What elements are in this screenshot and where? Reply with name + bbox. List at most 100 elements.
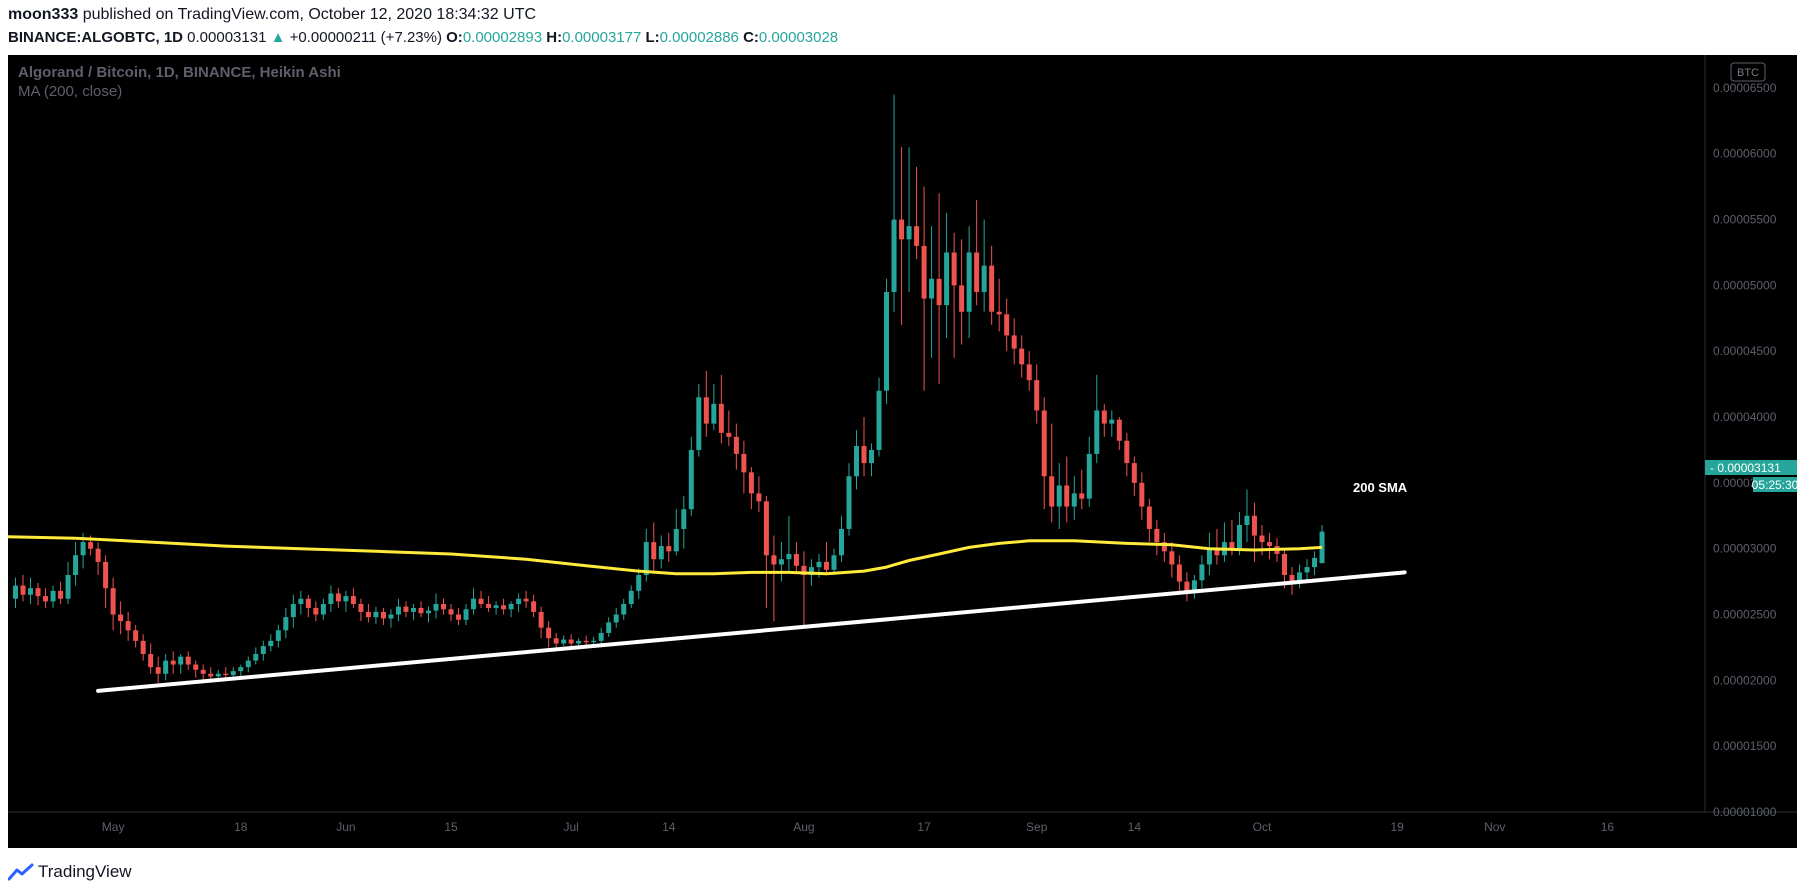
candle-body[interactable] <box>561 639 567 644</box>
candle-body[interactable] <box>1176 564 1182 582</box>
candle-body[interactable] <box>553 638 559 644</box>
candle-body[interactable] <box>621 603 627 615</box>
candle-body[interactable] <box>831 555 837 570</box>
candle-body[interactable] <box>1169 551 1175 565</box>
candle-body[interactable] <box>456 614 462 620</box>
candle-body[interactable] <box>966 252 972 312</box>
candle-body[interactable] <box>786 553 792 560</box>
candle-body[interactable] <box>118 614 124 622</box>
candle-body[interactable] <box>320 603 326 615</box>
indicator-legend[interactable]: MA (200, close) <box>18 83 122 100</box>
candle-body[interactable] <box>208 673 214 677</box>
candle-body[interactable] <box>1251 515 1257 536</box>
candle-body[interactable] <box>95 548 101 562</box>
candle-body[interactable] <box>884 291 890 391</box>
candle-body[interactable] <box>1116 419 1122 441</box>
candle-body[interactable] <box>433 603 439 611</box>
candle-body[interactable] <box>155 667 161 674</box>
candle-body[interactable] <box>951 252 957 286</box>
candle-body[interactable] <box>1131 463 1137 483</box>
candle-body[interactable] <box>1079 493 1085 499</box>
candle-body[interactable] <box>1266 542 1272 547</box>
candle-body[interactable] <box>493 605 499 608</box>
candle-body[interactable] <box>1199 564 1205 581</box>
candle-body[interactable] <box>471 598 477 610</box>
candle-body[interactable] <box>1206 548 1212 565</box>
candle-body[interactable] <box>591 640 597 643</box>
candle-body[interactable] <box>335 593 341 602</box>
candle-body[interactable] <box>58 590 64 599</box>
candle-body[interactable] <box>711 403 717 424</box>
candle-body[interactable] <box>606 622 612 633</box>
candle-body[interactable] <box>1101 410 1107 424</box>
candle-body[interactable] <box>441 603 447 610</box>
candle-body[interactable] <box>178 656 184 665</box>
candle-body[interactable] <box>1049 476 1055 507</box>
candle-body[interactable] <box>185 656 191 665</box>
candle-body[interactable] <box>418 607 424 614</box>
candle-body[interactable] <box>808 567 814 576</box>
candle-body[interactable] <box>778 559 784 565</box>
candle-body[interactable] <box>73 555 79 576</box>
candle-body[interactable] <box>508 603 514 610</box>
candle-body[interactable] <box>125 621 131 631</box>
candle-body[interactable] <box>628 590 634 604</box>
candle-body[interactable] <box>673 528 679 552</box>
candle-body[interactable] <box>944 252 950 306</box>
candle-body[interactable] <box>816 561 822 568</box>
candle-body[interactable] <box>1319 531 1325 564</box>
candle-body[interactable] <box>283 617 289 631</box>
support-trendline[interactable] <box>96 570 1407 693</box>
candle-body[interactable] <box>215 673 221 677</box>
candle-body[interactable] <box>253 654 259 661</box>
candle-body[interactable] <box>733 436 739 454</box>
candle-body[interactable] <box>1146 506 1152 529</box>
ma200-line[interactable] <box>7 535 1323 576</box>
candle-body[interactable] <box>846 476 852 529</box>
candle-body[interactable] <box>350 596 356 604</box>
candle-body[interactable] <box>230 671 236 676</box>
candle-body[interactable] <box>1236 524 1242 549</box>
candle-body[interactable] <box>486 603 492 608</box>
candle-body[interactable] <box>854 446 859 477</box>
candle-body[interactable] <box>891 219 897 292</box>
candle-body[interactable] <box>478 598 484 604</box>
candle-body[interactable] <box>838 528 844 556</box>
candle-body[interactable] <box>974 252 980 292</box>
chart-legend-title[interactable]: Algorand / Bitcoin, 1D, BINANCE, Heikin … <box>18 64 341 81</box>
candle-body[interactable] <box>1282 553 1288 576</box>
candle-body[interactable] <box>741 453 747 473</box>
candle-body[interactable] <box>823 561 829 570</box>
candle-body[interactable] <box>80 542 86 556</box>
candle-body[interactable] <box>658 546 664 560</box>
candle-body[interactable] <box>1041 410 1047 477</box>
candle-body[interactable] <box>598 632 604 641</box>
candle-body[interactable] <box>13 585 19 599</box>
candle-body[interactable] <box>703 397 709 424</box>
candle-body[interactable] <box>28 588 34 595</box>
candle-body[interactable] <box>914 226 920 246</box>
candle-body[interactable] <box>1109 419 1115 424</box>
candle-body[interactable] <box>410 607 416 612</box>
candle-body[interactable] <box>583 640 589 643</box>
sma-annotation[interactable]: 200 SMA <box>1353 480 1408 495</box>
candle-body[interactable] <box>636 575 642 591</box>
chart-area[interactable]: 200 SMA 0.00006500 0.00006000 0.00005500 0.… <box>7 55 1799 848</box>
candle-body[interactable] <box>531 601 537 612</box>
candle-body[interactable] <box>290 603 296 618</box>
candle-body[interactable] <box>1056 485 1062 507</box>
candle-body[interactable] <box>268 640 274 647</box>
candle-body[interactable] <box>538 611 544 628</box>
candle-body[interactable] <box>1011 335 1017 349</box>
candle-body[interactable] <box>88 542 94 549</box>
candle-body[interactable] <box>133 630 139 641</box>
candle-body[interactable] <box>305 598 311 608</box>
candle-body[interactable] <box>688 449 694 510</box>
candle-body[interactable] <box>463 609 469 620</box>
candle-body[interactable] <box>989 265 995 312</box>
candle-body[interactable] <box>523 598 529 602</box>
candle-body[interactable] <box>260 646 266 655</box>
candle-body[interactable] <box>103 561 109 589</box>
candle-body[interactable] <box>388 614 394 619</box>
candle-body[interactable] <box>395 606 401 615</box>
